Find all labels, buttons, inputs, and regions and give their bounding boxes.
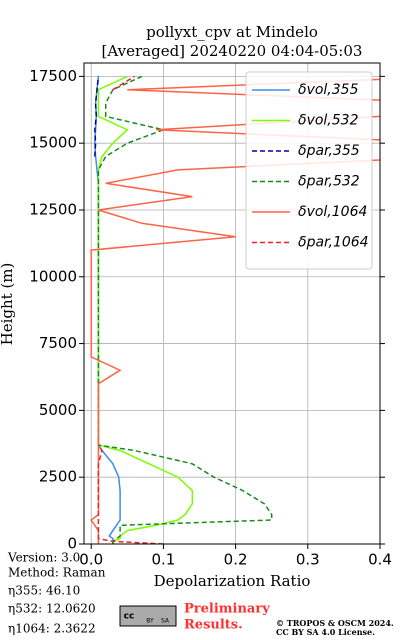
y-tick-label: 12500 <box>29 200 77 218</box>
legend-label: δvol,355 <box>298 82 359 98</box>
note: Method: Raman <box>8 566 106 580</box>
note: η532: 12.0620 <box>8 602 96 616</box>
x-tick-label: 0.2 <box>224 551 248 569</box>
legend: δvol,355 δvol,532 δpar,355 δpar,532 δvol,106… <box>245 71 373 270</box>
series-line <box>94 76 100 157</box>
logo <box>119 605 177 627</box>
preliminary: Results. <box>184 618 243 633</box>
legend-label: δpar,1064 <box>298 235 369 251</box>
y-axis-label: Height (m) <box>0 263 16 346</box>
y-tick-label: 10000 <box>29 267 77 285</box>
y-tick-label: 17500 <box>29 67 77 85</box>
axes-frame <box>83 62 381 545</box>
y-tick-label: 7500 <box>39 334 77 352</box>
x-tick-label: 0.0 <box>79 551 103 569</box>
legend-label: δpar,355 <box>298 143 360 159</box>
plot-area <box>90 75 380 544</box>
x-tick-label: 0.3 <box>296 551 320 569</box>
legend-label: δvol,532 <box>298 113 359 129</box>
note: η1064: 2.3622 <box>8 622 96 636</box>
series-line <box>90 78 380 544</box>
series-line <box>97 75 273 544</box>
x-tick-label: 0.4 <box>368 551 392 569</box>
legend-label: δvol,1064 <box>298 204 367 220</box>
y-tick-label: 5000 <box>39 401 77 419</box>
x-tick-label: 0.1 <box>151 551 175 569</box>
chart-title: pollyxt_cpv at Mindelo <box>146 23 318 41</box>
y-tick-label: 0 <box>67 535 77 553</box>
x-axis-label: Depolarization Ratio <box>154 572 311 590</box>
logo-text: BY <box>146 618 154 625</box>
note: Version: 3.0 <box>7 551 80 565</box>
copyright: CC BY SA 4.0 License. <box>276 627 375 637</box>
logo-text: SA <box>161 618 170 625</box>
copyright: © TROPOS & OSCM 2024. <box>276 618 394 628</box>
note: η355: 46.10 <box>8 584 80 598</box>
preliminary: Preliminary <box>184 602 270 617</box>
series-line <box>97 75 164 544</box>
y-tick-label: 15000 <box>29 134 77 152</box>
chart-subtitle: [Averaged] 20240220 04:04-05:03 <box>102 42 363 60</box>
ticks: 0.0 0.1 0.2 0.3 0.4 0 2500 5000 7500 10000 12500 15… <box>29 67 392 569</box>
legend-label: δpar,532 <box>298 174 360 190</box>
y-tick-label: 2500 <box>39 468 77 486</box>
logo-text: cc <box>124 612 135 622</box>
